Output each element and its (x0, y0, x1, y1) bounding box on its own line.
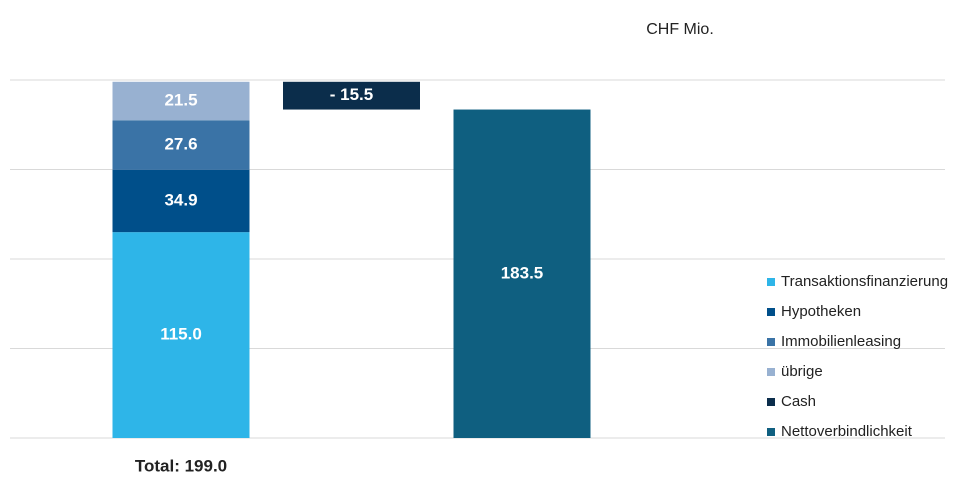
value-label: 34.9 (164, 190, 197, 209)
legend-label: übrige (781, 363, 823, 380)
legend-swatch (767, 428, 775, 436)
legend-swatch (767, 368, 775, 376)
legend-label: Cash (781, 393, 816, 410)
legend-swatch (767, 338, 775, 346)
value-label: 21.5 (164, 91, 197, 110)
legend-swatch (767, 308, 775, 316)
bar (112, 81, 250, 121)
x-tick-label: Total: 199.0 (135, 456, 227, 475)
value-label: 27.6 (164, 134, 197, 153)
legend-swatch (767, 398, 775, 406)
legend-label: Hypotheken (781, 303, 861, 320)
value-label: 115.0 (160, 325, 202, 344)
bar (112, 232, 250, 438)
bar (112, 169, 250, 233)
unit-label: CHF Mio. (646, 21, 714, 38)
legend-label: Transaktionsfinanzierung (781, 273, 948, 290)
bar (283, 81, 420, 110)
value-label: - 15.5 (330, 85, 373, 104)
legend-label: Nettoverbindlichkeit (781, 423, 913, 440)
legend-label: Immobilienleasing (781, 333, 901, 350)
value-label: 183.5 (501, 263, 544, 282)
legend-swatch (767, 278, 775, 286)
bar (112, 120, 250, 170)
bar (453, 109, 591, 438)
